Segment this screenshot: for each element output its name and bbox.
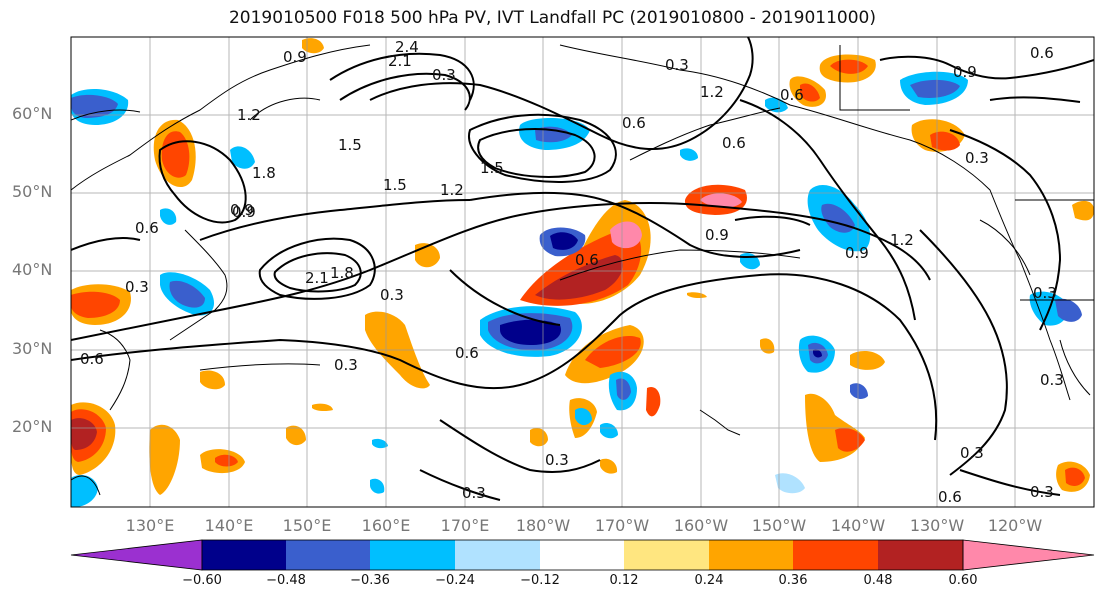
contour-label: 2.1	[305, 269, 329, 287]
map-frame	[70, 36, 1095, 508]
contour-label: 0.6	[722, 134, 746, 152]
colorbar-bin	[962, 539, 1095, 571]
contour-label: 0.6	[575, 251, 599, 269]
contour-lines	[71, 37, 1094, 501]
colorbar-tick-label: −0.24	[435, 573, 475, 588]
longitude-label: 170°W	[594, 516, 650, 535]
contour-label: 0.6	[80, 350, 104, 368]
latitude-label: 40°N	[12, 260, 53, 279]
contour-label: 0.3	[432, 66, 456, 84]
contour-label: 1.5	[480, 159, 504, 177]
contour-label: 0.3	[462, 484, 486, 502]
contour-label-group: 0.9 2.4 2.1 0.3 1.5 1.2 0.9 0.6 1.8 1.5 …	[80, 38, 1064, 506]
longitude-label: 160°W	[673, 516, 729, 535]
colorbar	[70, 539, 1095, 571]
longitude-label: 130°E	[125, 516, 175, 535]
longitude-label: 170°E	[440, 516, 490, 535]
latitude-label: 30°N	[12, 339, 53, 358]
longitude-label: 140°E	[204, 516, 254, 535]
longitude-label: 160°E	[361, 516, 411, 535]
contour-label: 0.3	[1033, 284, 1057, 302]
colorbar-bin	[540, 540, 624, 570]
coastlines	[71, 44, 1094, 496]
contour-label: 0.3	[960, 444, 984, 462]
colorbar-tick-label: −0.60	[182, 573, 222, 588]
contour-label: 0.3	[965, 149, 989, 167]
contour-label: 0.9	[953, 63, 977, 81]
longitude-label: 140°W	[830, 516, 886, 535]
contour-label: 0.3	[1040, 371, 1064, 389]
latitude-label: 60°N	[12, 104, 53, 123]
colorbar-tick-label: 0.60	[948, 573, 978, 588]
contour-label: 0.6	[1030, 44, 1054, 62]
contour-label: 2.1	[388, 52, 412, 70]
colorbar-bin	[709, 540, 793, 570]
contour-label: 0.6	[780, 86, 804, 104]
contour-label: 0.6	[135, 219, 159, 237]
contour-label: 0.9	[230, 201, 254, 219]
colorbar-tick-label: −0.12	[520, 573, 560, 588]
contour-label: 1.5	[338, 136, 362, 154]
colorbar-bin	[370, 540, 455, 570]
colorbar-bin	[793, 540, 878, 570]
colorbar-tick-label: 0.36	[778, 573, 808, 588]
colorbar-bin	[70, 539, 203, 571]
colorbar-tick-label: −0.48	[266, 573, 306, 588]
contour-label: 0.6	[622, 114, 646, 132]
colorbar-tick-label: 0.12	[609, 573, 639, 588]
colorbar-bin	[624, 540, 709, 570]
longitude-label: 130°W	[909, 516, 965, 535]
latitude-label: 50°N	[12, 182, 53, 201]
contour-label: 0.3	[125, 278, 149, 296]
contour-label: 0.9	[845, 244, 869, 262]
contour-label: 1.2	[890, 231, 914, 249]
colorbar-bin	[878, 540, 963, 570]
colorbar-bin	[286, 540, 370, 570]
contour-label: 0.3	[334, 356, 358, 374]
colorbar-tick-label: 0.24	[694, 573, 724, 588]
contour-label: 0.6	[455, 344, 479, 362]
colorbar-bin	[202, 540, 286, 570]
latitude-label: 20°N	[12, 417, 53, 436]
longitude-label: 150°E	[282, 516, 332, 535]
contour-label: 0.3	[665, 56, 689, 74]
contour-label: 1.8	[252, 164, 276, 182]
contour-label: 0.9	[705, 226, 729, 244]
contour-label: 0.3	[380, 286, 404, 304]
contour-label: 1.5	[383, 176, 407, 194]
map-title: 2019010500 F018 500 hPa PV, IVT Landfall…	[228, 8, 876, 28]
contour-label: 2.4	[395, 38, 419, 56]
colorbar-tick-label: −0.36	[350, 573, 390, 588]
colorbar-tick-label: 0.48	[863, 573, 893, 588]
longitude-label: 150°W	[751, 516, 807, 535]
contour-label: 0.6	[938, 488, 962, 506]
contour-label: 1.2	[700, 83, 724, 101]
contour-label: 0.9	[283, 48, 307, 66]
contour-label: 1.2	[440, 181, 464, 199]
longitude-label: 180°W	[515, 516, 571, 535]
pv-anomaly-shading	[71, 38, 1094, 507]
negative-pv-anomalies	[71, 71, 1082, 507]
colorbar-bin	[455, 540, 540, 570]
longitude-label: 120°W	[987, 516, 1043, 535]
positive-pv-anomalies	[71, 38, 1094, 495]
contour-label: 1.2	[237, 106, 261, 124]
contour-label: 0.3	[545, 451, 569, 469]
contour-label: 1.8	[330, 264, 354, 282]
contour-label: 0.9	[232, 203, 256, 221]
contour-label: 0.3	[1030, 483, 1054, 501]
